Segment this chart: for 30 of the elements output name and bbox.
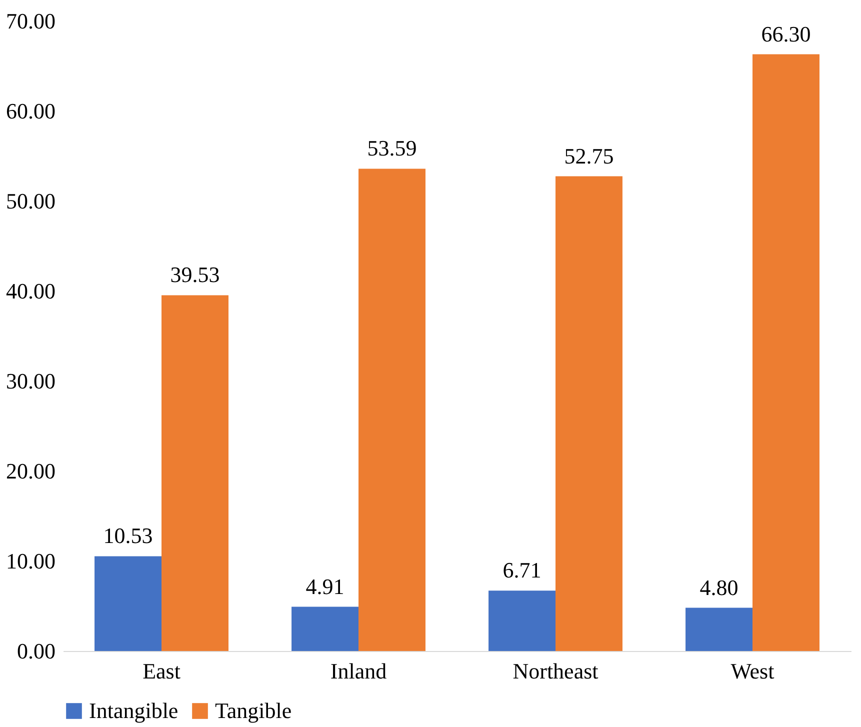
x-tick-label: West [730,658,774,684]
y-tick-label: 30.00 [6,368,56,394]
data-label: 10.53 [103,523,153,548]
y-tick-label: 20.00 [6,458,56,484]
bar [358,168,426,651]
data-label: 39.53 [170,262,220,288]
y-tick-label: 0.00 [17,638,56,664]
y-tick-label: 60.00 [6,98,56,124]
x-tick-label: Northeast [512,658,598,684]
data-label: 52.75 [564,143,614,168]
data-label: 66.30 [761,21,811,46]
bar [162,295,228,651]
bar [488,590,556,651]
bar [556,176,622,651]
x-tick-label: East [142,658,180,684]
y-tick-label: 40.00 [6,278,56,304]
legend-label: Tangible [215,698,292,723]
bar [94,556,162,651]
bar [292,606,358,651]
y-tick-label: 50.00 [6,188,56,214]
y-tick-label: 70.00 [6,8,56,34]
bar [686,608,752,651]
data-label: 6.71 [502,558,542,583]
legend-label: Intangible [89,698,178,723]
data-label: 53.59 [367,136,417,161]
y-tick-label: 10.00 [6,548,56,574]
data-label: 4.80 [700,574,738,600]
bar [752,54,820,651]
data-label: 4.91 [306,574,344,599]
x-tick-label: Inland [330,658,387,684]
